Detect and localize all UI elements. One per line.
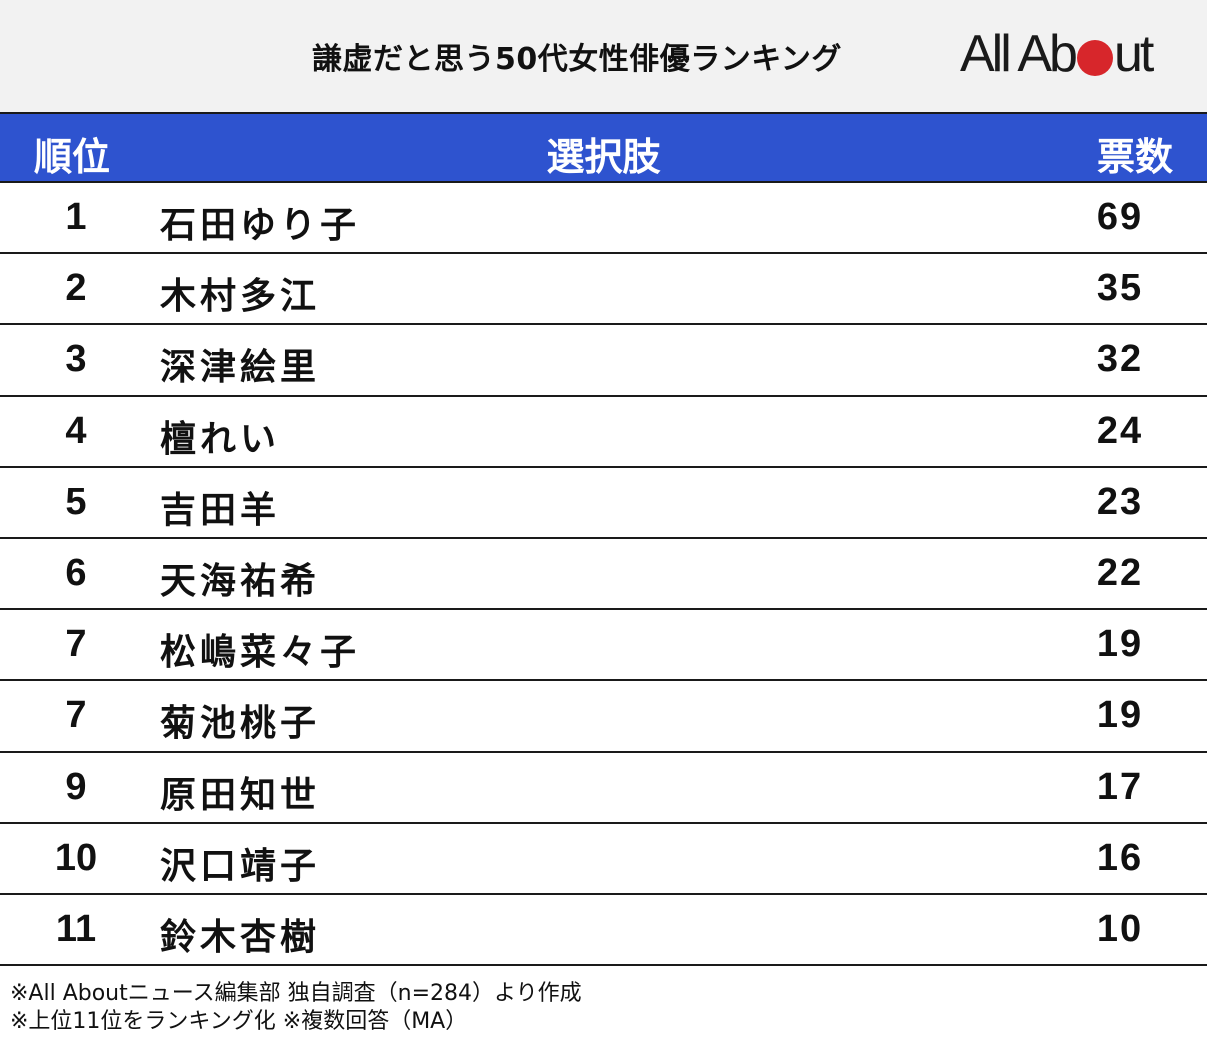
name-cell: 木村多江: [160, 276, 321, 318]
table-row: 6 天海祐希 22: [0, 539, 1207, 611]
name-cell: 菊池桃子: [160, 703, 321, 745]
footnote-source: ※All Aboutニュース編集部 独自調査（n=284）より作成: [10, 981, 582, 1006]
name-cell: 檀れい: [160, 418, 281, 460]
table-row: 2 木村多江 35: [0, 254, 1207, 326]
footnotes: ※All Aboutニュース編集部 独自調査（n=284）より作成 ※上位11位…: [10, 980, 582, 1036]
name-cell: 吉田羊: [160, 489, 281, 531]
votes-cell: 69: [1096, 196, 1144, 238]
ranking-table-body: 1 石田ゆり子 69 2 木村多江 35 3 深津絵里 32 4 檀れい 24 …: [0, 183, 1207, 967]
footnote-method: ※上位11位をランキング化 ※複数回答（MA）: [10, 1009, 468, 1034]
rank-cell: 4: [65, 409, 87, 452]
votes-cell: 22: [1096, 551, 1144, 594]
table-row: 1 石田ゆり子 69: [0, 183, 1207, 255]
votes-cell: 16: [1096, 836, 1144, 879]
allabout-logo: All Ab ut: [960, 24, 1154, 84]
logo-text-suffix: ut: [1113, 25, 1154, 83]
table-row: 10 沢口靖子 16: [0, 824, 1207, 895]
rank-cell: 10: [54, 836, 98, 879]
rank-cell: 11: [55, 907, 97, 950]
name-cell: 松嶋菜々子: [160, 632, 361, 674]
table-row: 5 吉田羊 23: [0, 468, 1207, 539]
table-row: 9 原田知世 17: [0, 753, 1207, 824]
name-cell: 深津絵里: [160, 347, 321, 389]
votes-cell: 24: [1096, 409, 1144, 452]
votes-cell: 19: [1096, 623, 1144, 666]
rank-cell: 7: [65, 623, 87, 666]
table-row: 7 松嶋菜々子 19: [0, 610, 1207, 682]
votes-cell: 19: [1096, 694, 1144, 737]
logo-red-dot-icon: [1076, 40, 1113, 76]
name-cell: 沢口靖子: [160, 845, 321, 887]
name-cell: 天海祐希: [160, 560, 321, 602]
column-header-choice: 選択肢: [546, 135, 661, 179]
name-cell: 鈴木杏樹: [160, 916, 321, 958]
votes-cell: 10: [1096, 907, 1144, 950]
table-row: 3 深津絵里 32: [0, 325, 1207, 397]
name-cell: 石田ゆり子: [160, 205, 361, 246]
rank-cell: 5: [65, 480, 87, 523]
rank-cell: 6: [65, 551, 87, 594]
chart-title: 謙虚だと思う50代女性俳優ランキング: [312, 42, 842, 77]
rank-cell: 2: [65, 267, 87, 310]
votes-cell: 23: [1096, 480, 1144, 523]
column-header-rank: 順位: [34, 135, 111, 179]
rank-cell: 9: [65, 765, 87, 808]
votes-cell: 17: [1096, 765, 1144, 808]
rank-cell: 7: [65, 694, 87, 737]
name-cell: 原田知世: [160, 774, 321, 816]
column-header-votes: 票数: [1096, 135, 1173, 179]
votes-cell: 32: [1096, 338, 1144, 381]
logo-text-prefix: All Ab: [960, 25, 1078, 83]
rank-cell: 1: [65, 196, 87, 238]
table-header-row: 順位 選択肢 票数: [0, 112, 1207, 183]
rank-cell: 3: [65, 338, 87, 381]
table-row: 11 鈴木杏樹 10: [0, 895, 1207, 967]
votes-cell: 35: [1096, 267, 1144, 310]
table-row: 7 菊池桃子 19: [0, 681, 1207, 753]
table-row: 4 檀れい 24: [0, 397, 1207, 468]
title-band: 謙虚だと思う50代女性俳優ランキング All Ab ut: [0, 0, 1207, 112]
